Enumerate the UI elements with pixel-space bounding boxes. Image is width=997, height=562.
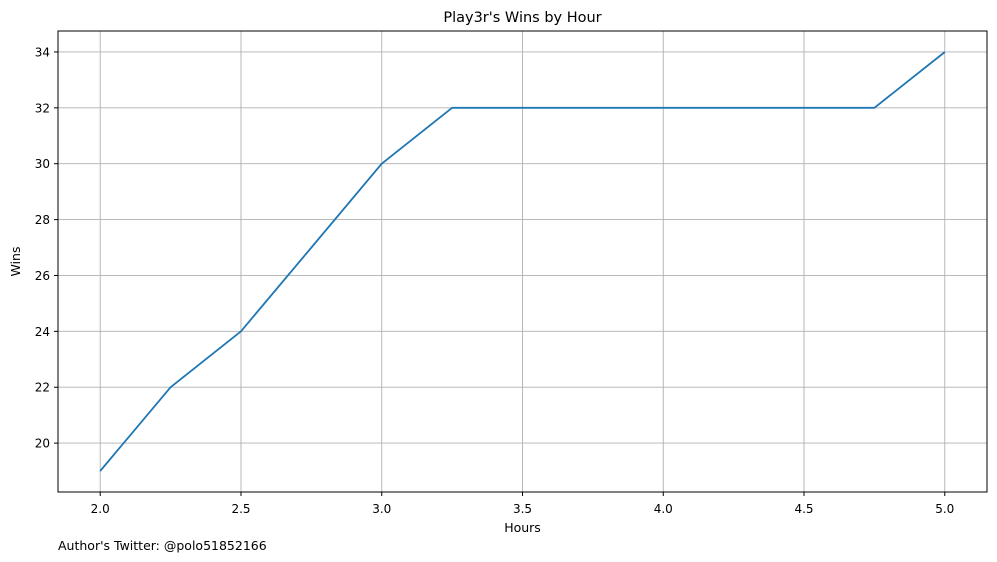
x-tick-label: 3.5 [513,502,532,516]
y-tick-label: 30 [35,157,50,171]
plot-area [99,51,946,472]
x-tick-label: 2.5 [231,502,250,516]
x-tick-label: 3.0 [372,502,391,516]
y-tick-label: 26 [35,269,50,283]
y-tick-label: 28 [35,213,50,227]
y-tick-label: 32 [35,101,50,115]
grid-lines [58,31,987,492]
x-tick-label: 2.0 [91,502,110,516]
author-credit: Author's Twitter: @polo51852166 [58,538,267,553]
y-tick-label: 24 [35,325,50,339]
series-line [99,51,946,472]
chart-title: Play3r's Wins by Hour [443,10,601,26]
x-tick-label: 4.5 [794,502,813,516]
y-tick-label: 34 [35,45,50,59]
x-axis-label: Hours [504,520,541,535]
ticks: 2.0 2.5 3.0 3.5 4.0 4.5 5.0 20 22 24 26 28 30 32 34 [35,45,955,516]
x-tick-label: 5.0 [935,502,954,516]
y-tick-label: 20 [35,437,50,451]
y-tick-label: 22 [35,381,50,395]
y-axis-label: Wins [8,247,23,277]
x-tick-label: 4.0 [654,502,673,516]
